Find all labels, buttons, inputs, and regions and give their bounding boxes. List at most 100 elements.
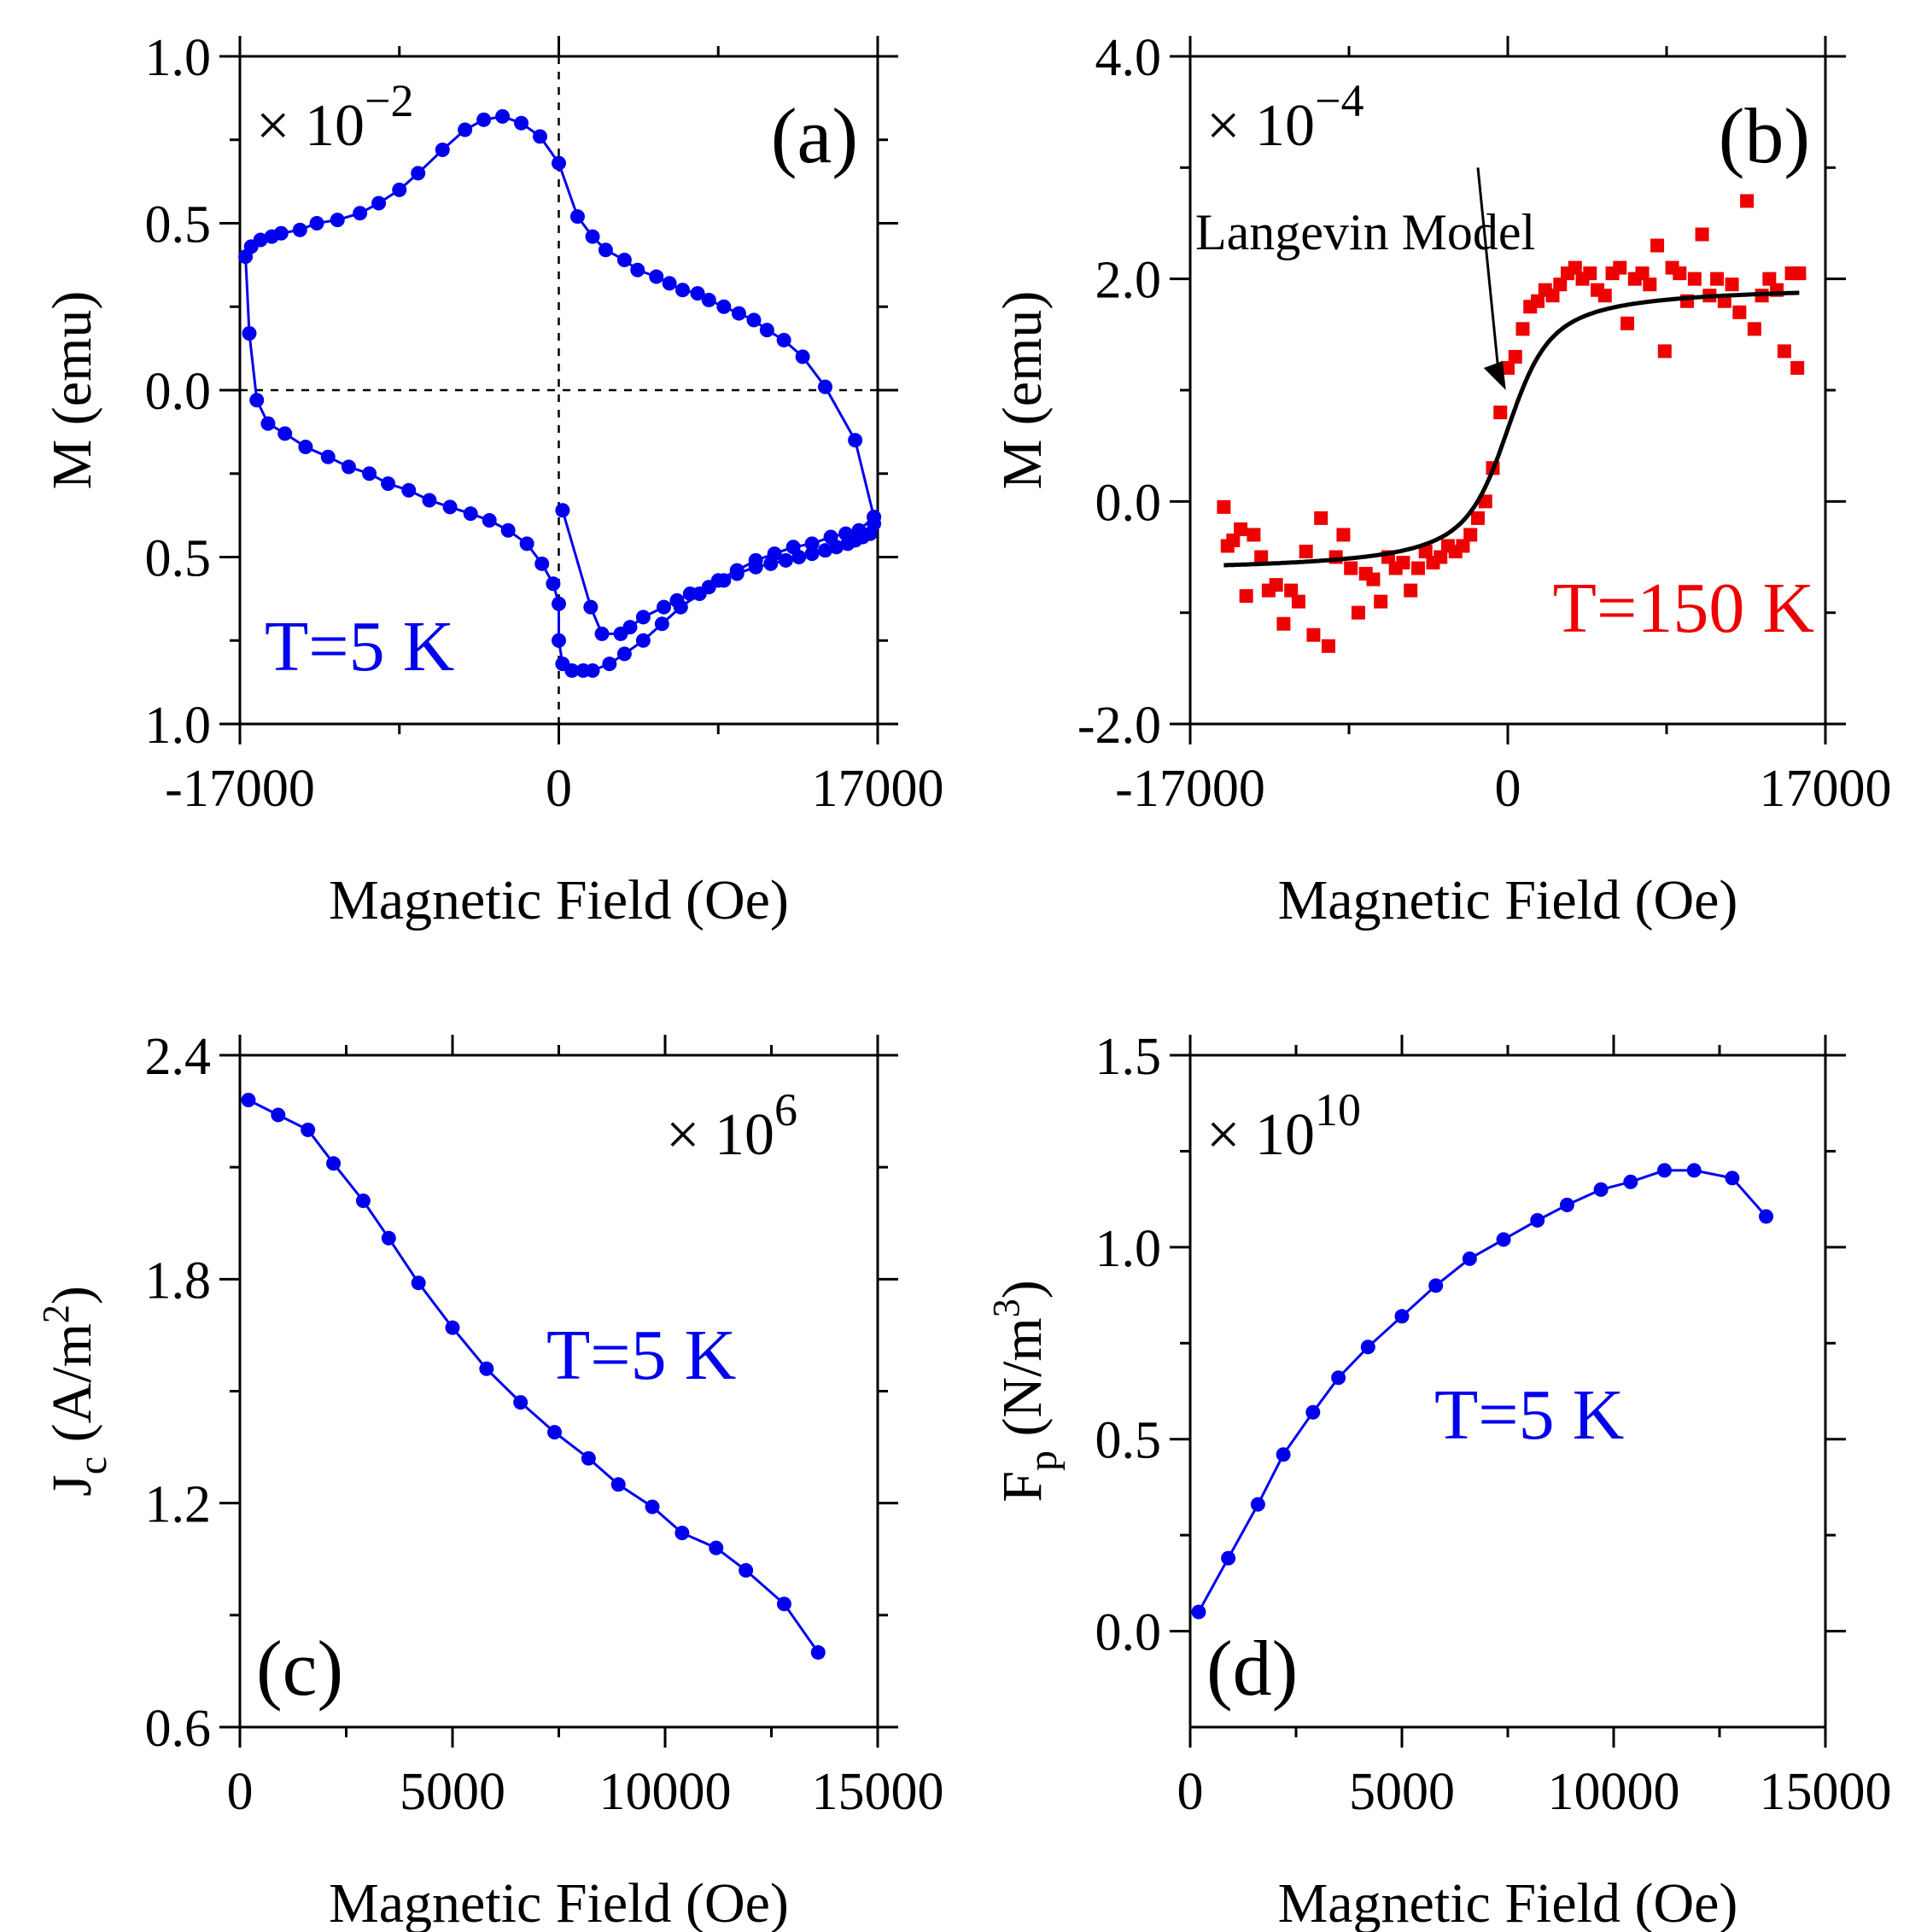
panel-a: -17000 0 17000 1.0 0.5 0.0 0.5 1.0 Magnetic Fiel… [41,29,944,931]
data-point [817,379,832,394]
data-point [298,439,313,454]
y-tick-label: 1.2 [145,1476,212,1534]
data-point [1673,266,1687,281]
data-point [785,540,801,555]
data-point [514,115,529,131]
data-point [555,503,570,518]
data-point [534,556,550,571]
data-point [1404,583,1418,598]
data-point [513,1395,528,1410]
data-point [1583,266,1597,281]
data-point [1462,1251,1477,1266]
data-point [759,323,774,338]
data-point [479,1361,494,1376]
data-point [1762,271,1777,286]
data-point [355,1194,371,1209]
y-tick-label: 1.0 [1095,1220,1162,1278]
data-point [330,213,345,228]
x-tick-label: 15000 [1760,1763,1892,1821]
y-tick-label: -2.0 [1077,697,1161,755]
x-tick-label: -17000 [165,760,315,818]
data-point [238,249,254,265]
data-point [1732,305,1747,319]
data-point [1686,1163,1702,1178]
y-axis-label-superscript: 3 [985,1299,1027,1317]
data-point [716,299,732,314]
data-point [241,1092,256,1107]
x-tick-label: -17000 [1115,760,1265,818]
data-point [411,166,426,181]
data-point [1234,522,1248,536]
data-point [326,1156,342,1171]
data-point [353,206,368,221]
data-point [598,242,613,258]
data-point [851,522,867,538]
data-point [1643,277,1657,292]
data-point [776,332,791,347]
data-point [411,1275,426,1291]
data-point [1568,260,1582,275]
data-point [1418,544,1433,558]
y-tick-label: 0.0 [1095,1604,1162,1662]
temperature-annotation: T=5 K [1434,1375,1624,1455]
data-point [1305,1404,1321,1420]
y-tick-label: 0.5 [145,196,212,254]
x-tick-label: 0 [227,1763,254,1821]
data-point [709,1540,724,1556]
data-point [1710,271,1725,286]
x-axis-label: Magnetic Field (Oe) [1278,1872,1738,1932]
x-tick-label: 5000 [1349,1763,1455,1821]
data-point [1559,1197,1574,1212]
data-point [748,552,763,568]
data-point [1470,511,1485,525]
data-point [264,229,279,244]
scale-exponent: 6 [774,1084,797,1135]
y-axis-label-main: M (emu) [991,291,1054,490]
data-point [1314,511,1328,525]
scale-factor-label: × 1010 [1206,1084,1361,1168]
y-axis-label-end: ) [991,1280,1054,1299]
scale-factor-label: × 106 [666,1084,797,1168]
data-point [867,510,882,525]
data-point [482,512,497,528]
data-point [585,229,600,244]
data-point [1545,289,1560,303]
data-point [662,276,677,291]
y-tick-label: 0.0 [145,363,212,421]
annotation-arrow-head [1483,361,1506,390]
data-point [371,196,387,211]
data-point [519,536,534,552]
panel-label: (c) [256,1625,343,1712]
data-point [442,499,458,515]
data-point [1613,260,1627,275]
data-point [767,546,782,562]
data-point [622,620,638,635]
data-point [362,466,377,482]
data-point [810,1645,826,1661]
scale-exponent: −4 [1315,75,1363,126]
x-tick-label: 5000 [400,1763,505,1821]
data-point [701,292,716,307]
data-point [649,269,664,284]
data-point [1496,1232,1511,1247]
data-point [1792,266,1807,281]
data-point [1597,289,1612,303]
data-point [1239,589,1253,604]
data-point [1247,528,1261,542]
y-axis-label: Fp (N/m3) [985,1280,1066,1503]
data-point [445,1320,460,1335]
data-point [1508,349,1522,364]
data-point [242,326,257,341]
temperature-annotation: T=5 K [265,607,454,686]
data-point [1276,1447,1291,1462]
data-point [1360,1340,1375,1355]
y-tick-label: 1.0 [145,29,212,87]
data-point [533,129,548,144]
data-point [1657,344,1672,359]
data-point [1740,194,1755,208]
y-axis-label-subscript: p [1020,1450,1066,1471]
data-point [1463,528,1478,542]
y-tick-label: 0.5 [1095,1412,1162,1470]
data-point [674,1526,690,1541]
y-axis-label-subscript: c [70,1456,115,1474]
